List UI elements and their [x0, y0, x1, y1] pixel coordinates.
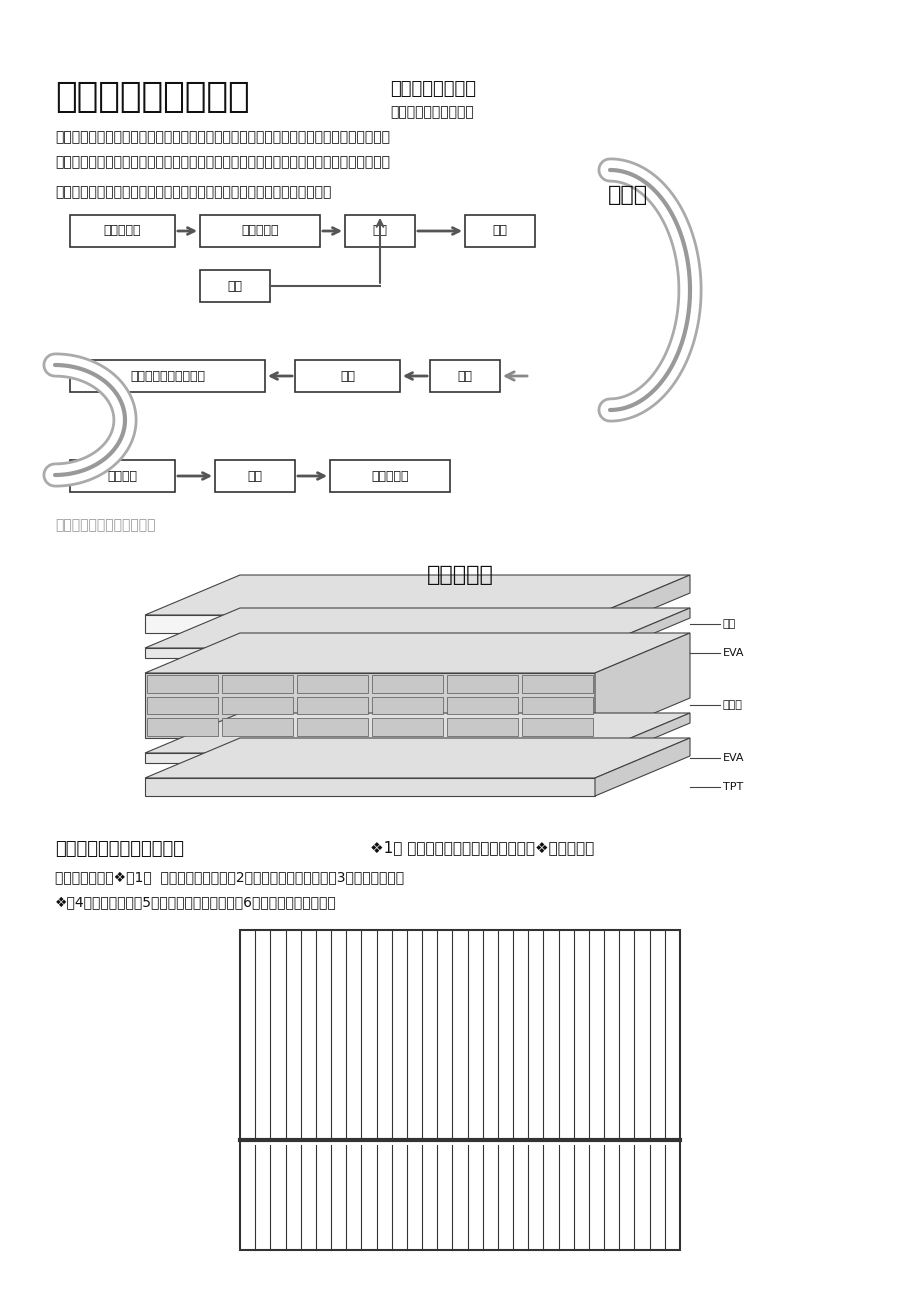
- Bar: [70, 215, 175, 247]
- Polygon shape: [145, 608, 689, 648]
- Text: 单焊: 单焊: [372, 224, 387, 237]
- Bar: [371, 674, 443, 693]
- Bar: [345, 215, 414, 247]
- Bar: [221, 719, 292, 736]
- Text: EVA: EVA: [722, 753, 743, 763]
- Text: 装箱、入库: 装箱、入库: [371, 470, 408, 483]
- Text: 叠层: 叠层: [457, 370, 472, 383]
- Bar: [221, 697, 292, 715]
- Text: 封装结构图: 封装结构图: [426, 565, 493, 585]
- Bar: [297, 697, 368, 715]
- Polygon shape: [145, 673, 595, 738]
- Text: ❖（4）减反射膜；（5）顶区层（扩散层）；（6）体区层（基区层）；: ❖（4）减反射膜；（5）顶区层（扩散层）；（6）体区层（基区层）；: [55, 894, 336, 909]
- Bar: [147, 719, 218, 736]
- Bar: [447, 719, 517, 736]
- Text: 电池片初选: 电池片初选: [104, 224, 142, 237]
- Polygon shape: [595, 608, 689, 658]
- Text: 电池片: 电池片: [722, 700, 742, 710]
- Text: 清洗: 清洗: [247, 470, 262, 483]
- Bar: [330, 460, 449, 492]
- Bar: [447, 674, 517, 693]
- Text: ❖1、 高转换效率、高质量的电池片；❖下面是电池: ❖1、 高转换效率、高质量的电池片；❖下面是电池: [369, 840, 594, 855]
- Polygon shape: [145, 753, 595, 763]
- Text: 太阳能组件制造工艺: 太阳能组件制造工艺: [55, 79, 249, 115]
- Bar: [297, 719, 368, 736]
- Text: TPT: TPT: [722, 783, 743, 792]
- Text: 电池片分选: 电池片分选: [241, 224, 278, 237]
- Polygon shape: [595, 738, 689, 796]
- Polygon shape: [595, 713, 689, 763]
- Bar: [221, 674, 292, 693]
- Text: 装是太阳能电池生产中的关键步骤，没有良好的封装工艺，多好的电池也生产不出好的组件: 装是太阳能电池生产中的关键步骤，没有良好的封装工艺，多好的电池也生产不出好的组件: [55, 130, 390, 145]
- Bar: [240, 930, 679, 1250]
- Bar: [429, 359, 499, 392]
- Bar: [371, 719, 443, 736]
- Bar: [215, 460, 295, 492]
- Bar: [297, 674, 368, 693]
- Text: 串焊: 串焊: [492, 224, 507, 237]
- Bar: [371, 697, 443, 715]
- Bar: [199, 215, 320, 247]
- Text: 流程图: 流程图: [607, 185, 647, 204]
- Text: 修边、装框、接接线盒: 修边、装框、接接线盒: [130, 370, 205, 383]
- Polygon shape: [145, 713, 689, 753]
- Text: 组件线又叫封装线，封: 组件线又叫封装线，封: [390, 105, 473, 118]
- Polygon shape: [145, 615, 595, 633]
- Bar: [147, 697, 218, 715]
- Bar: [70, 359, 265, 392]
- Text: 玻璃: 玻璃: [722, 618, 735, 629]
- Bar: [521, 697, 593, 715]
- Text: 裁剪: 裁剪: [227, 280, 243, 293]
- Text: 组件高效和高寿命如何保证: 组件高效和高寿命如何保证: [55, 840, 184, 858]
- Polygon shape: [145, 633, 689, 673]
- Text: 组件生产工艺简介: 组件生产工艺简介: [390, 79, 475, 98]
- Polygon shape: [145, 738, 689, 779]
- Polygon shape: [595, 575, 689, 633]
- Text: 层压: 层压: [340, 370, 355, 383]
- Polygon shape: [145, 779, 595, 796]
- Text: 组件测试: 组件测试: [108, 470, 137, 483]
- Polygon shape: [145, 648, 595, 658]
- Bar: [199, 270, 269, 302]
- Bar: [447, 697, 517, 715]
- Bar: [70, 460, 175, 492]
- Text: 质量和高寿命是赢得可客户满意的关键，所以组件板的封装质量非常重要。: 质量和高寿命是赢得可客户满意的关键，所以组件板的封装质量非常重要。: [55, 185, 331, 199]
- Text: 的结构示意图：❖（1）  金属电极主栅线；（2）金属上电极细栅线；（3）金属底电极；: 的结构示意图：❖（1） 金属电极主栅线；（2）金属上电极细栅线；（3）金属底电极…: [55, 870, 403, 884]
- Bar: [295, 359, 400, 392]
- Bar: [521, 674, 593, 693]
- Bar: [147, 674, 218, 693]
- Text: 板。电池的封装不仅可以使电池的寿命得到保证，而且还增强了电池的抗击强度。产品的高: 板。电池的封装不仅可以使电池的寿命得到保证，而且还增强了电池的抗击强度。产品的高: [55, 155, 390, 169]
- Polygon shape: [595, 633, 689, 738]
- Bar: [464, 215, 535, 247]
- Polygon shape: [145, 575, 689, 615]
- Text: EVA: EVA: [722, 648, 743, 658]
- Text: 太阳能组件制造工艺流程图: 太阳能组件制造工艺流程图: [55, 518, 155, 533]
- Bar: [521, 719, 593, 736]
